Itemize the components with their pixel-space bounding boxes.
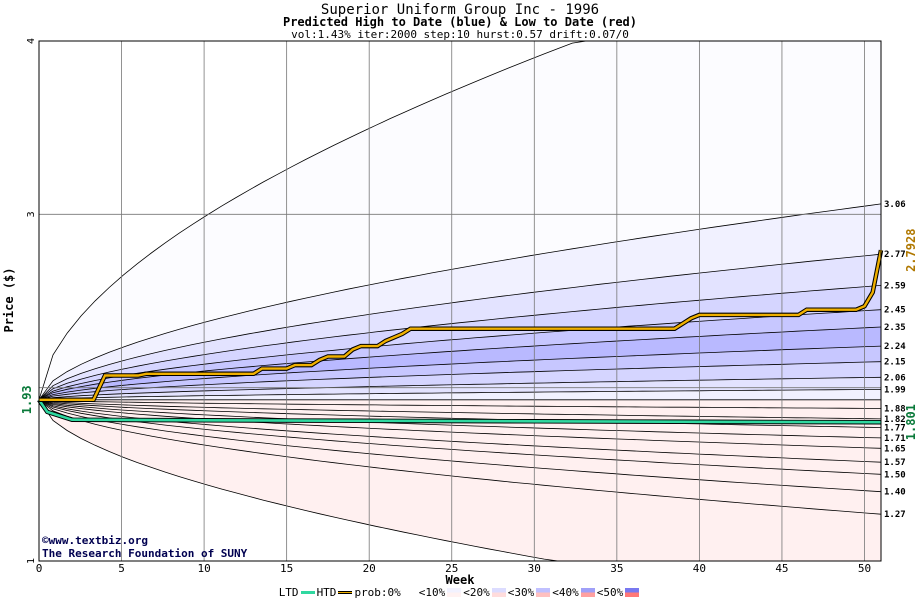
quantile-label-7: 2.06 xyxy=(884,373,906,383)
quantile-label-11: 1.77 xyxy=(884,424,906,434)
x-tick-9: 45 xyxy=(775,562,788,575)
htd-final-label: 2.7928 xyxy=(904,229,918,272)
prob30-swatch xyxy=(536,588,551,597)
x-axis-label: Week xyxy=(446,573,476,587)
quantile-label-3: 2.45 xyxy=(884,306,906,316)
x-tick-labels: 0 5 10 15 20 25 30 35 40 45 50 xyxy=(36,562,871,575)
low-band-9 xyxy=(39,399,881,561)
quantile-label-12: 1.71 xyxy=(884,434,906,444)
high-quantile-line-9 xyxy=(38,389,882,401)
legend-20: <20% xyxy=(463,586,508,599)
quantile-label-5: 2.24 xyxy=(884,342,906,352)
chart-subtitle: Predicted High to Date (blue) & Low to D… xyxy=(282,15,637,29)
legend-30: <30% xyxy=(508,586,553,599)
x-tick-2: 10 xyxy=(197,562,210,575)
quantile-labels: 3.06 2.77 2.59 2.45 2.35 2.24 2.15 2.06 1.99 1.88… xyxy=(884,200,906,520)
high-quantile-line-8 xyxy=(38,376,882,401)
low-quantile-line-2 xyxy=(38,399,882,428)
chart-title: Superior Uniform Group Inc - 1996 xyxy=(320,2,600,18)
high-band-0 xyxy=(39,41,881,400)
prob20-swatch xyxy=(491,588,506,597)
x-tick-0: 0 xyxy=(36,562,43,575)
ltd-swatch xyxy=(300,591,315,594)
start-price-label: 1.93 xyxy=(20,385,34,414)
prob50-swatch xyxy=(625,588,640,597)
low-quantile-line-1 xyxy=(38,399,882,420)
high-band-7 xyxy=(39,361,881,400)
high-quantile-line-4 xyxy=(38,309,882,401)
x-tick-1: 5 xyxy=(118,562,125,575)
quantile-label-8: 1.99 xyxy=(884,385,906,395)
legend: LTD HTD prob:0% <10% <20% <30% <40% <50% xyxy=(0,586,920,599)
credit-site: ©www.textbiz.org xyxy=(42,534,148,547)
chart-params: vol:1.43% iter:2000 step:10 hurst:0.57 d… xyxy=(291,28,629,41)
htd-swatch xyxy=(338,591,353,594)
legend-10: <10% xyxy=(419,586,464,599)
x-tick-8: 40 xyxy=(693,562,706,575)
high-band-3 xyxy=(39,285,881,400)
quantile-label-2: 2.59 xyxy=(884,281,906,291)
legend-htd: HTD xyxy=(317,586,355,599)
grid-lines xyxy=(39,41,881,561)
quantile-label-6: 2.15 xyxy=(884,358,906,368)
high-band-6 xyxy=(39,346,881,400)
low-quantile-line-0 xyxy=(38,399,882,409)
quantile-label-16: 1.40 xyxy=(884,488,906,498)
quantile-label-13: 1.65 xyxy=(884,444,906,454)
quantile-label-15: 1.50 xyxy=(884,470,906,480)
legend-50: <50% xyxy=(597,586,642,599)
low-quantile-line-8 xyxy=(38,399,882,515)
ltd-line xyxy=(37,399,882,424)
high-band-8 xyxy=(39,377,881,400)
quantile-label-0: 3.06 xyxy=(884,200,906,210)
low-quantile-line-3 xyxy=(38,399,882,439)
high-quantile-line-3 xyxy=(38,285,882,401)
high-band-1 xyxy=(39,203,881,400)
credit-org: The Research Foundation of SUNY xyxy=(42,547,248,560)
quantile-label-17: 1.27 xyxy=(884,510,906,520)
x-tick-3: 15 xyxy=(280,562,293,575)
high-quantile-line-6 xyxy=(38,345,882,401)
quantile-label-14: 1.57 xyxy=(884,458,906,468)
x-tick-4: 20 xyxy=(363,562,376,575)
ltd-final-label: 1.801 xyxy=(904,404,918,440)
high-quantile-line-2 xyxy=(38,253,882,401)
y-tick-2: 4 xyxy=(26,38,37,44)
y-axis-label: Price ($) xyxy=(2,267,16,332)
y-tick-labels: 1 3 4 xyxy=(26,38,37,564)
legend-40: <40% xyxy=(552,586,597,599)
x-tick-7: 35 xyxy=(610,562,623,575)
quantile-label-10: 1.82 xyxy=(884,415,906,425)
x-tick-6: 30 xyxy=(528,562,541,575)
prob40-swatch xyxy=(580,588,595,597)
high-quantile-line-1 xyxy=(38,203,882,401)
prob0-swatch xyxy=(402,588,417,597)
high-band-2 xyxy=(39,254,881,400)
high-band-4 xyxy=(39,309,881,400)
quantile-bands xyxy=(39,41,881,561)
x-tick-10: 50 xyxy=(858,562,871,575)
legend-prob: prob:0% xyxy=(354,586,418,599)
high-band-9 xyxy=(39,389,881,400)
series-lines xyxy=(37,249,884,425)
htd-line xyxy=(39,249,883,401)
low-quantile-line-4 xyxy=(38,399,882,449)
plot-frame xyxy=(38,40,882,562)
quantile-label-1: 2.77 xyxy=(884,250,906,260)
y-tick-0: 1 xyxy=(26,558,37,564)
low-quantile-line-6 xyxy=(38,399,882,475)
prob10-swatch xyxy=(447,588,462,597)
high-quantile-line-7 xyxy=(38,361,882,401)
legend-ltd: LTD xyxy=(279,586,317,599)
y-tick-1: 3 xyxy=(26,211,37,217)
quantile-label-4: 2.35 xyxy=(884,323,906,333)
low-quantile-line-7 xyxy=(38,399,882,493)
quantile-label-9: 1.88 xyxy=(884,404,906,414)
x-tick-5: 25 xyxy=(445,562,458,575)
